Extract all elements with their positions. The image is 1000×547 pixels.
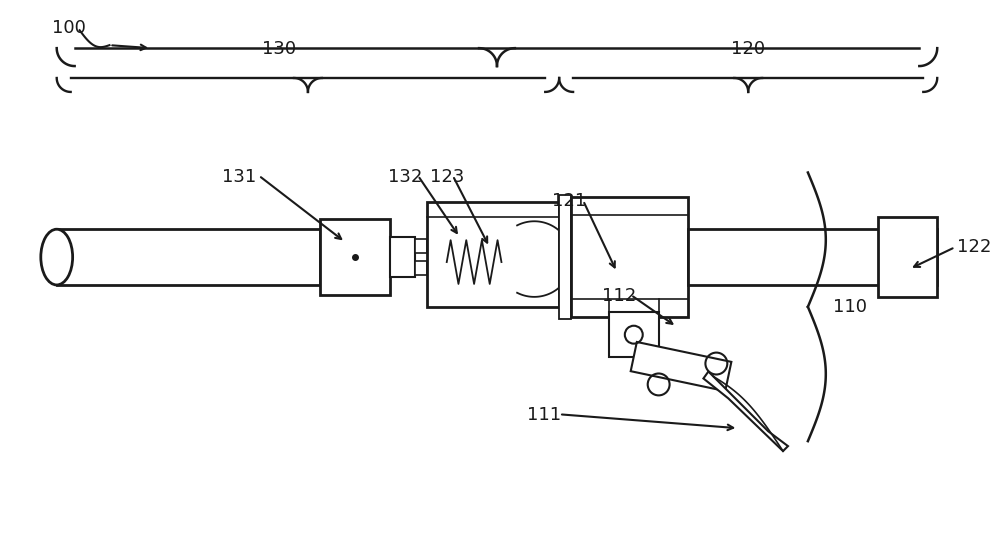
Text: 123: 123 (430, 167, 464, 185)
Text: 132: 132 (388, 167, 422, 185)
Bar (571, 197, 688, 317)
Bar (320, 219, 390, 295)
Text: 110: 110 (833, 298, 867, 316)
Polygon shape (631, 342, 731, 391)
Bar (415, 261, 427, 275)
Text: 131: 131 (222, 167, 256, 185)
Text: 112: 112 (602, 287, 636, 305)
Polygon shape (703, 371, 788, 451)
Bar (415, 239, 427, 253)
Bar (390, 237, 415, 277)
Text: 111: 111 (527, 406, 561, 424)
Bar (57, 229, 320, 285)
Text: 121: 121 (552, 193, 586, 211)
Text: 100: 100 (52, 19, 86, 37)
Bar (878, 217, 937, 297)
Ellipse shape (41, 229, 73, 285)
Bar (559, 195, 571, 319)
Text: 120: 120 (731, 40, 765, 58)
Bar (427, 202, 559, 307)
Bar (609, 312, 659, 357)
Text: 130: 130 (262, 40, 296, 58)
Bar (688, 229, 937, 285)
Text: 122: 122 (957, 238, 992, 256)
